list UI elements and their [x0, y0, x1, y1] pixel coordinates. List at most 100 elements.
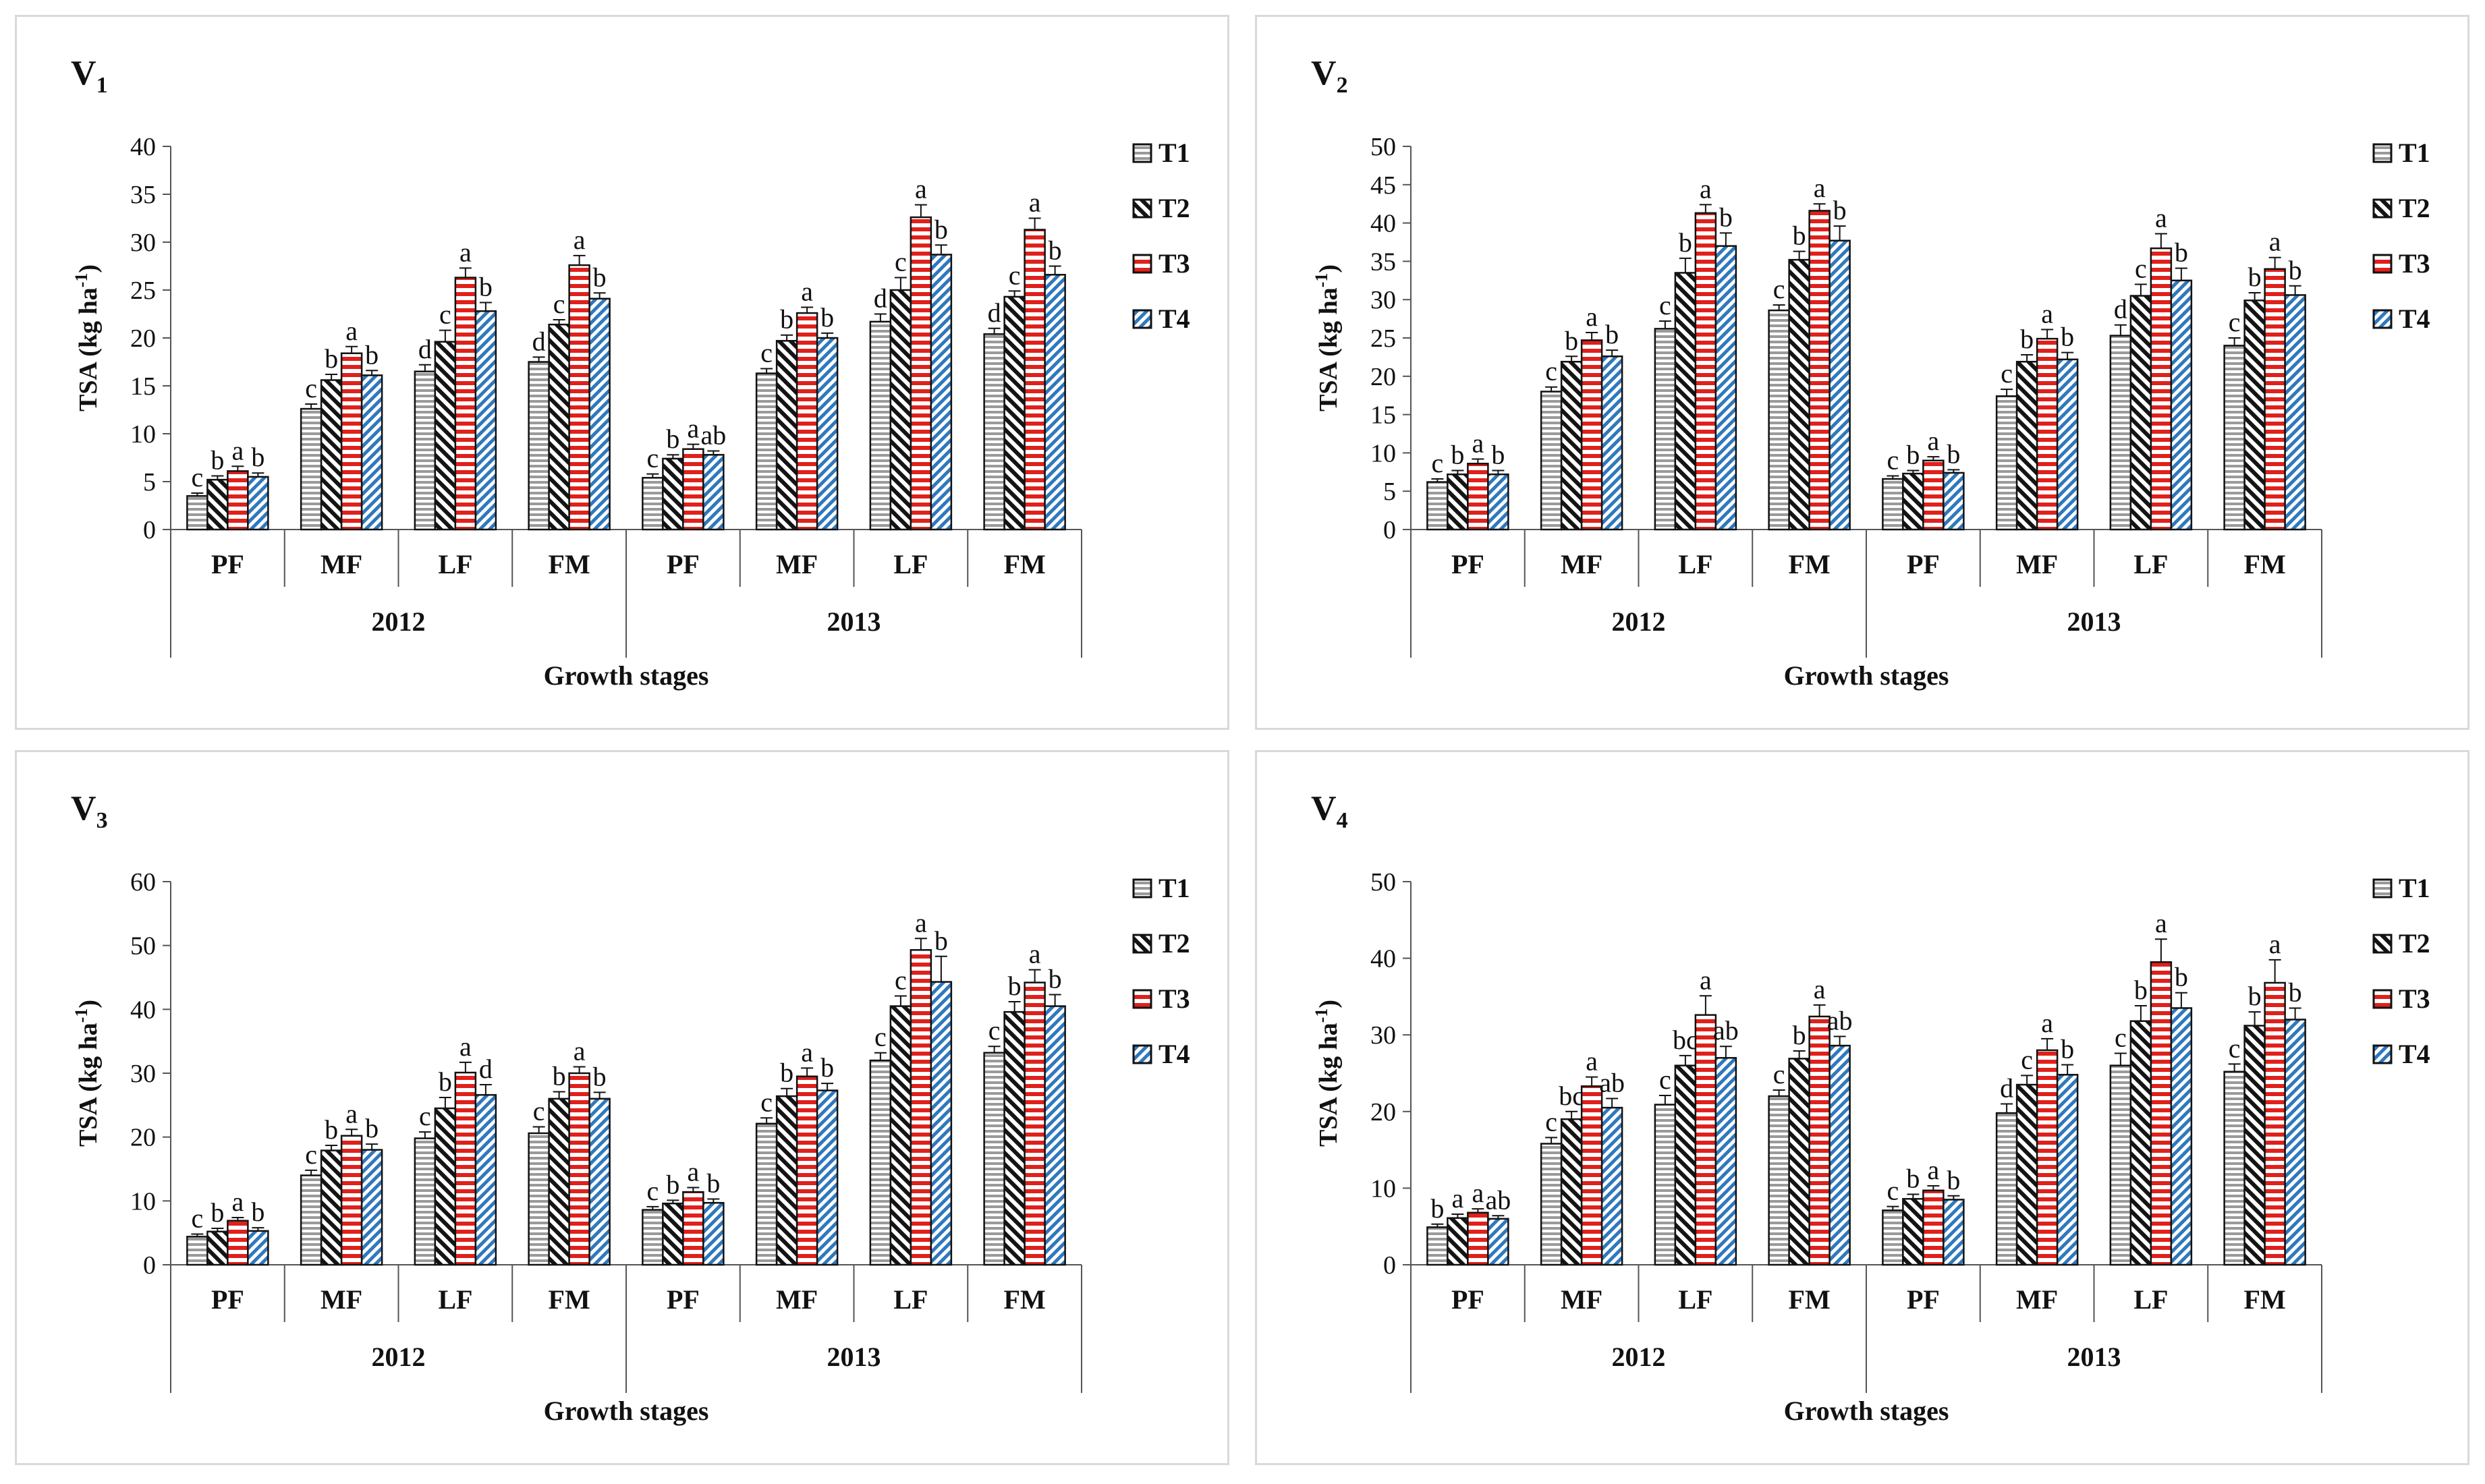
bar-t4: [588, 1097, 611, 1266]
bar-t4: [816, 337, 839, 531]
y-axis-label: TSA (kg ha-1): [72, 1000, 103, 1147]
legend-label: T2: [1158, 928, 1190, 959]
bar-t3: [454, 1071, 477, 1266]
bar-t1: [414, 370, 437, 531]
bar-t4: [1828, 239, 1851, 531]
significance-letter: a: [1472, 428, 1484, 458]
bar-t1: [1654, 328, 1677, 531]
x-category-label: FM: [549, 549, 590, 579]
bar-t2: [2015, 360, 2038, 531]
bar-t2: [1902, 472, 1924, 531]
y-tick-label: 15: [130, 372, 156, 401]
significance-letter: c: [2001, 358, 2013, 389]
significance-letter: b: [325, 1114, 338, 1145]
bar-t2: [662, 1202, 684, 1266]
bar-t1: [1426, 481, 1449, 531]
bar-t2: [889, 1005, 912, 1266]
bar-t4: [1943, 1199, 1965, 1266]
y-tick-label: 35: [1370, 248, 1396, 276]
significance-letter: a: [1700, 965, 1712, 995]
legend-swatch-t2: [2372, 198, 2393, 219]
y-tick-label: 10: [1370, 1174, 1396, 1203]
significance-letter: b: [780, 1058, 793, 1088]
significance-letter: b: [2134, 975, 2148, 1005]
significance-letter: b: [1793, 221, 1806, 251]
bar-t1: [528, 1132, 550, 1266]
x-axis-label: Growth stages: [544, 660, 709, 691]
significance-letter: c: [2021, 1044, 2033, 1075]
bar-t2: [1788, 1058, 1810, 1266]
significance-letter: c: [646, 443, 659, 474]
significance-letter: b: [820, 302, 834, 333]
chart-title: V2: [1311, 54, 1348, 98]
significance-letter: a: [915, 174, 927, 204]
bar-t3: [1467, 463, 1489, 531]
bar-t3: [454, 277, 477, 531]
bar-t1: [1882, 478, 1904, 531]
x-category-label: MF: [1561, 549, 1602, 579]
bar-t1: [1540, 391, 1563, 531]
significance-letter: b: [1906, 440, 1920, 470]
legend-label: T1: [2399, 138, 2430, 168]
bar-t2: [1447, 473, 1469, 531]
chart-svg: V1 TSA (kg ha-1) 0 5 10 15 20 25 30 35 40 PF MF LF FM P…: [71, 54, 1190, 691]
significance-letter: a: [1814, 974, 1826, 1004]
significance-letter: a: [1814, 173, 1826, 203]
bar-t1: [642, 477, 664, 531]
bar-t2: [889, 289, 912, 531]
x-category-label: LF: [893, 549, 928, 579]
significance-letter: ab: [1485, 1185, 1511, 1215]
significance-letter: b: [1793, 1020, 1806, 1050]
significance-letter: c: [760, 1087, 773, 1117]
x-category-label: FM: [1789, 1284, 1831, 1315]
bar-t2: [548, 323, 570, 531]
significance-letter: c: [1773, 1059, 1785, 1089]
significance-letter: a: [915, 907, 927, 938]
significance-letter: c: [1431, 448, 1443, 478]
x-category-label: PF: [667, 549, 700, 579]
legend-swatch-t2: [1132, 198, 1152, 219]
x-category-label: LF: [438, 1284, 472, 1315]
bar-t1: [642, 1209, 664, 1266]
x-category-label: LF: [1678, 1284, 1712, 1315]
bar-t1: [2109, 335, 2132, 531]
bar-t1: [755, 372, 778, 531]
y-axis-label: TSA (kg ha-1): [72, 264, 103, 411]
significance-letter: bc: [1673, 1025, 1698, 1055]
bar-t1: [186, 495, 208, 531]
significance-letter: ab: [700, 420, 726, 451]
x-axis-label: Growth stages: [1784, 660, 1949, 691]
legend-swatch-t4: [1132, 1044, 1152, 1064]
y-tick-label: 60: [130, 868, 156, 896]
bar-t1: [755, 1122, 778, 1266]
legend-swatch-t1: [1132, 878, 1152, 898]
significance-letter: c: [1659, 1064, 1671, 1095]
x-category-label: MF: [2016, 1284, 2058, 1315]
significance-letter: b: [1565, 325, 1578, 355]
y-tick-label: 30: [130, 229, 156, 257]
x-category-label: PF: [1451, 1284, 1484, 1315]
bar-t1: [869, 1059, 892, 1266]
significance-letter: a: [2041, 1008, 2053, 1038]
y-tick-label: 0: [143, 1251, 156, 1280]
bar-t4: [1044, 274, 1066, 531]
legend-label: T3: [1158, 248, 1190, 279]
x-axis-label: Growth stages: [544, 1396, 709, 1426]
bar-t3: [1808, 1015, 1831, 1266]
significance-letter: b: [2289, 255, 2302, 285]
significance-letter: b: [2248, 262, 2262, 292]
significance-letter: d: [988, 297, 1001, 328]
bar-t3: [1808, 210, 1831, 531]
x-category-label: LF: [1678, 549, 1712, 579]
y-axis-label: TSA (kg ha-1): [1312, 1000, 1343, 1147]
significance-letter: c: [533, 1096, 545, 1126]
chart-svg: V2 TSA (kg ha-1) 0 5 10 15 20 25 30 35 40 45 50 PF MF L…: [1311, 54, 2430, 691]
legend-label: T4: [1158, 1039, 1190, 1069]
y-tick-label: 25: [1370, 324, 1396, 353]
significance-letter: b: [1430, 1193, 1444, 1224]
bar-t1: [414, 1137, 437, 1266]
significance-letter: d: [479, 1054, 493, 1084]
bar-t2: [1674, 272, 1697, 531]
bar-t2: [206, 1230, 229, 1266]
chart-panel-v1: V1 TSA (kg ha-1) 0 5 10 15 20 25 30 35 40 PF MF LF FM P…: [15, 15, 1229, 730]
